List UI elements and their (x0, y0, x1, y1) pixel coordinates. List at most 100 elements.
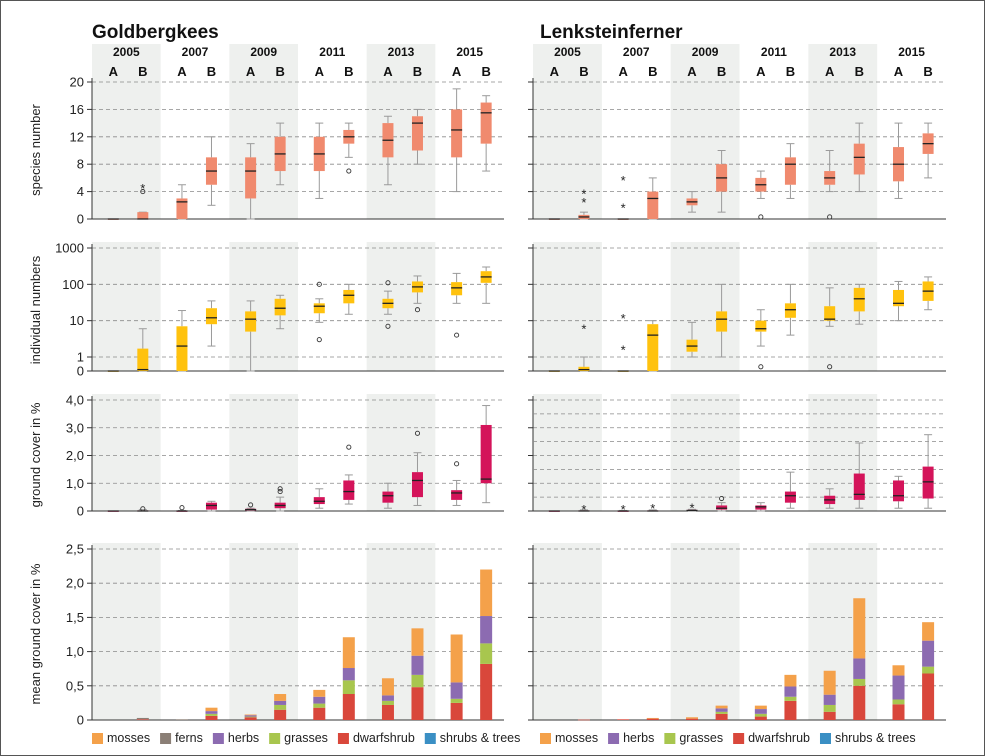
group-label: B (579, 64, 588, 79)
outlier-marker (758, 364, 764, 370)
box-plot (205, 300, 217, 347)
bar-segment-mosses (450, 634, 463, 683)
box-plot: * (578, 322, 590, 372)
box-plot (784, 283, 796, 336)
box-plot (784, 143, 796, 199)
extreme-marker: * (581, 195, 586, 210)
box-plot (205, 136, 217, 206)
y-axis-title: individual numbers (28, 255, 43, 364)
legend-swatch-herbs (608, 733, 620, 744)
box-plot (343, 444, 355, 505)
box-plot (382, 482, 394, 509)
outlier-marker (758, 214, 764, 220)
box-plot (922, 434, 934, 509)
y-tick-label: 0,5 (66, 678, 84, 693)
bar-segment-mosses (342, 637, 355, 669)
box-plot (274, 122, 286, 186)
year-shade (533, 44, 602, 219)
extreme-marker: * (140, 181, 145, 196)
box (755, 505, 767, 510)
box-plot (480, 95, 492, 172)
outlier-marker (385, 323, 391, 329)
y-tick-label: 20 (70, 75, 84, 90)
y-tick-label: 2,5 (66, 542, 84, 557)
box (853, 473, 865, 500)
box (647, 191, 659, 219)
year-label: 2007 (623, 45, 650, 59)
bar-segment-dwarfshrub (411, 687, 424, 720)
group-label: A (756, 64, 766, 79)
outlier-marker (277, 489, 283, 495)
year-shade (92, 44, 161, 219)
box (137, 348, 149, 371)
bar-segment-dwarfshrub (823, 711, 836, 720)
box-plot (245, 143, 257, 220)
year-label: 2013 (829, 45, 856, 59)
bar-segment-herbs (411, 655, 424, 675)
bar-segment-dwarfshrub (715, 713, 728, 720)
legend-swatch-herbs (212, 733, 224, 744)
legend-label-dwarfshrub: dwarfshrub (353, 731, 415, 745)
group-label: A (452, 64, 462, 79)
outlier-marker (827, 364, 833, 370)
year-shade (92, 394, 161, 511)
legend-swatch-shrubs_trees (819, 733, 831, 744)
bar-segment-grasses (381, 700, 394, 705)
outlier-marker (277, 486, 283, 492)
box (205, 502, 217, 510)
outlier-marker (346, 168, 352, 174)
group-label: A (825, 64, 835, 79)
box (824, 306, 836, 321)
extreme-marker: * (621, 200, 626, 215)
box-plot (313, 281, 325, 343)
bar-segment-mosses (411, 628, 424, 656)
box (274, 298, 286, 316)
bar-segment-dwarfshrub (577, 719, 590, 721)
y-tick-label: 1000 (55, 241, 84, 256)
bar-segment-grasses (411, 674, 424, 688)
group-label: B (481, 64, 490, 79)
box-plot (548, 218, 560, 220)
bar-segment-grasses (450, 698, 463, 703)
bar-segment-grasses (244, 716, 257, 718)
box-plot (548, 510, 560, 512)
bar-segment-herbs (823, 694, 836, 705)
box-plot (548, 370, 560, 372)
y-tick-label: 4,0 (66, 393, 84, 408)
legend-label-dwarfshrub: dwarfshrub (748, 731, 810, 745)
box-plot (824, 287, 836, 370)
bar-segment-dwarfshrub (892, 704, 905, 720)
box-plot (245, 502, 257, 512)
box-plot (755, 309, 767, 370)
year-shade (808, 543, 878, 720)
year-shade (366, 242, 436, 371)
legend-swatch-mosses (92, 733, 103, 744)
box-plot (343, 283, 355, 315)
box-plot (411, 275, 423, 313)
box-plot (313, 488, 325, 509)
y-tick-label: 4 (77, 184, 84, 199)
bar-segment-herbs (715, 708, 728, 712)
group-label: B (207, 64, 216, 79)
box-plot (451, 88, 463, 193)
legend-label-grasses: grasses (284, 731, 328, 745)
y-tick-label: 1,0 (66, 476, 84, 491)
bar-segment-grasses (274, 704, 287, 710)
outlier-marker (140, 506, 146, 512)
bar-segment-grasses (480, 643, 493, 664)
bar-segment-dwarfshrub (617, 719, 630, 720)
box (784, 491, 796, 503)
outlier-marker (316, 281, 322, 287)
extreme-marker: * (621, 173, 626, 188)
box-plot (853, 442, 865, 509)
group-label: B (786, 64, 795, 79)
group-label: B (648, 64, 657, 79)
box (480, 424, 492, 484)
box-plot (107, 370, 119, 372)
box-plot (853, 122, 865, 193)
box-plot (853, 283, 865, 325)
box-plot (824, 488, 836, 509)
box (784, 157, 796, 185)
bar-segment-dwarfshrub (450, 702, 463, 720)
